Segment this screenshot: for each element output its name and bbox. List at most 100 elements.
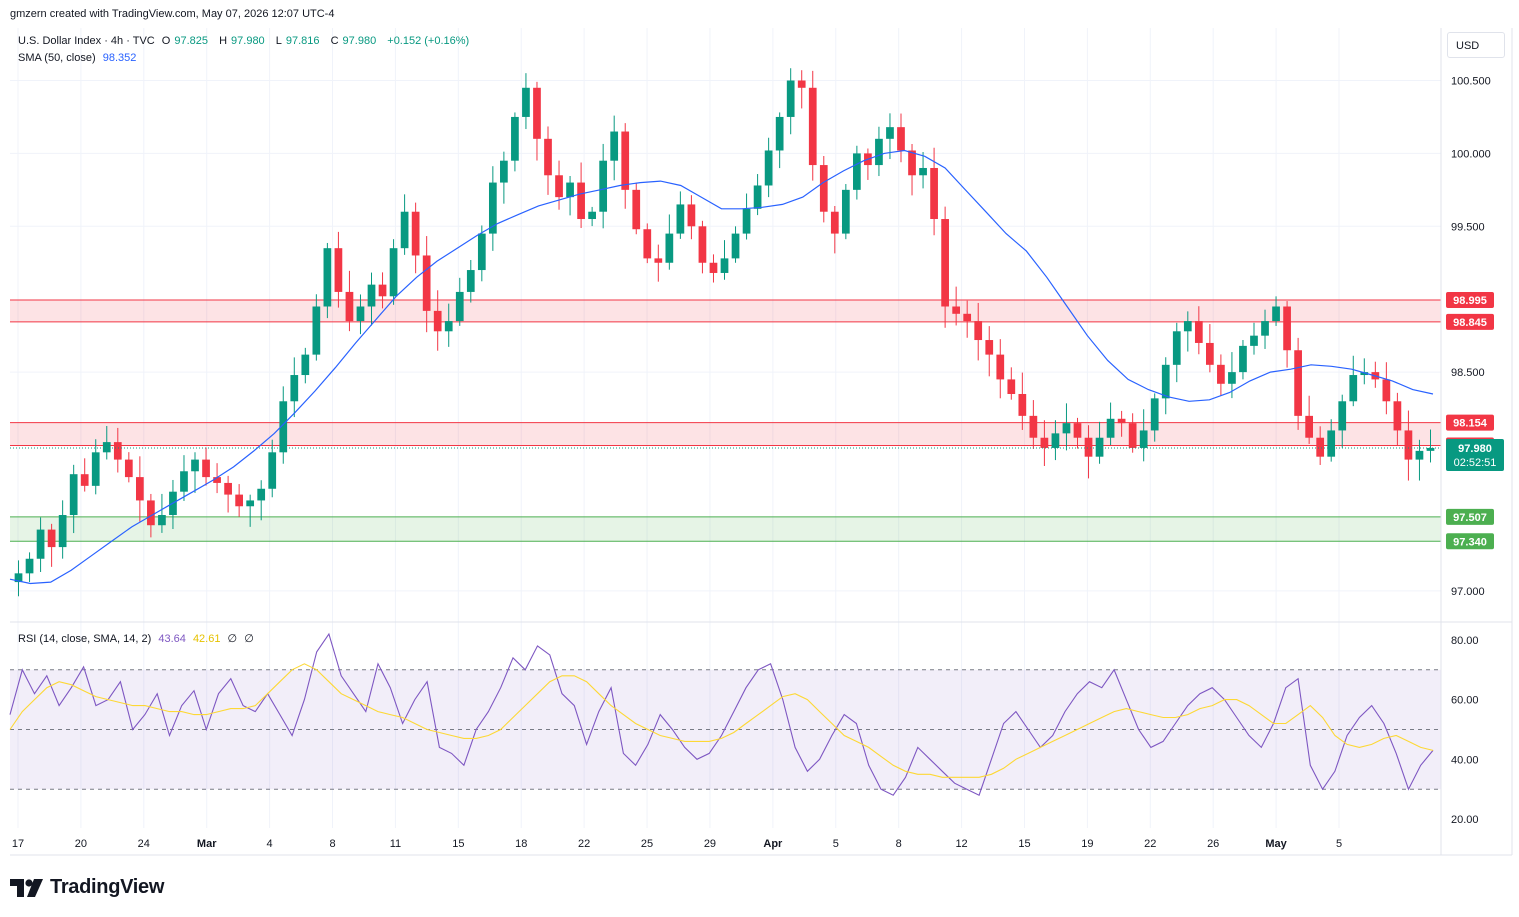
candle — [1283, 301, 1291, 368]
candle-body — [334, 248, 343, 292]
candle-body — [113, 442, 122, 460]
candle — [191, 452, 199, 493]
price-tick-label: 97.000 — [1451, 586, 1485, 598]
candle — [533, 81, 541, 161]
price-label-text: 97.340 — [1453, 536, 1487, 548]
candle — [1316, 426, 1325, 465]
candle — [1382, 362, 1391, 415]
candle-body — [1382, 379, 1391, 402]
candle — [819, 156, 828, 223]
candle — [687, 195, 696, 240]
time-tick-label: 25 — [641, 838, 653, 850]
candle — [1194, 306, 1203, 355]
candle — [522, 73, 530, 130]
candle-body — [610, 131, 619, 161]
currency-button[interactable]: USD — [1447, 32, 1505, 58]
rsi-sma-value: 42.61 — [192, 633, 221, 645]
candle — [135, 456, 144, 522]
time-tick-label: 12 — [955, 838, 967, 850]
candle — [47, 523, 56, 567]
candle — [400, 194, 409, 255]
candle — [455, 277, 464, 326]
candle — [1117, 410, 1126, 437]
price-label-tag: 98.845 — [1446, 313, 1494, 330]
candle-body — [202, 459, 210, 478]
candle-body — [709, 262, 718, 273]
time-tick-label: 8 — [329, 838, 335, 850]
candle-body — [444, 321, 453, 332]
candle — [158, 493, 166, 533]
sma-legend: SMA (50, close) 98.352 — [18, 52, 140, 64]
candle-body — [786, 80, 795, 117]
candle — [323, 242, 332, 319]
candle — [1338, 394, 1347, 448]
candle — [555, 160, 563, 210]
candle-body — [577, 182, 585, 220]
candle — [180, 455, 188, 501]
candle-body — [213, 477, 221, 483]
candle-body — [930, 167, 938, 220]
rsi-tick-label: 80.00 — [1451, 635, 1479, 647]
candle — [1128, 413, 1137, 453]
candle — [102, 425, 111, 460]
candle-body — [566, 182, 574, 198]
candle — [124, 452, 133, 483]
candle — [1228, 352, 1236, 399]
candle-body — [599, 160, 608, 212]
tradingview-logo[interactable]: TradingView — [10, 876, 164, 899]
symbol-name: U.S. Dollar Index · 4h · TVC — [18, 35, 155, 47]
candle — [875, 126, 883, 177]
candle-body — [180, 471, 188, 492]
candle-body — [742, 208, 751, 234]
candle — [952, 286, 961, 326]
candle — [1217, 354, 1225, 396]
candle-body — [853, 153, 861, 190]
candle-body — [1051, 433, 1060, 448]
chart-credit: gmzern created with TradingView.com, May… — [10, 8, 335, 20]
candle-body — [511, 116, 519, 161]
candle — [775, 112, 784, 169]
price-tick-label: 100.000 — [1451, 148, 1491, 160]
candle-body — [257, 488, 266, 501]
candle — [1161, 357, 1170, 415]
time-tick-label: 17 — [12, 838, 24, 850]
ohlc-low: L 97.816 — [275, 35, 320, 47]
candle-body — [1117, 418, 1126, 424]
candle — [1084, 425, 1093, 479]
brand-name: TradingView — [50, 876, 165, 898]
candle — [477, 225, 486, 282]
candle-body — [1316, 437, 1325, 457]
candle — [930, 147, 938, 236]
last-price-bg — [1446, 438, 1504, 471]
candle — [1294, 337, 1302, 430]
candle-body — [1128, 423, 1137, 448]
candle-body — [1393, 401, 1402, 431]
candle — [290, 357, 299, 418]
candle — [36, 517, 45, 572]
candle — [753, 174, 762, 216]
candle — [378, 272, 387, 309]
candle-body — [279, 401, 288, 453]
price-label-tag: 97.340 — [1446, 533, 1494, 550]
candle-body — [841, 189, 850, 234]
candle — [643, 223, 652, 264]
candle — [1250, 322, 1258, 355]
price-label-tag: 97.507 — [1446, 508, 1494, 525]
candle-body — [312, 306, 321, 355]
rsi-tick-label: 60.00 — [1451, 695, 1479, 707]
candle — [500, 151, 508, 204]
time-tick-label: 20 — [75, 838, 87, 850]
rsi-panel: 80.00 60.00 40.00 20.00 — [9, 632, 1479, 826]
candle — [422, 236, 431, 333]
candle — [610, 115, 619, 181]
candle-body — [698, 226, 707, 263]
candle-body — [411, 211, 420, 256]
candle-body — [588, 211, 596, 220]
price-labels: 98.99598.84598.15497.99797.50797.34097.9… — [10, 291, 1504, 550]
candle-body — [191, 459, 199, 472]
candle — [1393, 392, 1402, 446]
candle — [996, 339, 1005, 399]
candle-body — [1404, 430, 1413, 460]
candle-body — [1217, 364, 1225, 384]
